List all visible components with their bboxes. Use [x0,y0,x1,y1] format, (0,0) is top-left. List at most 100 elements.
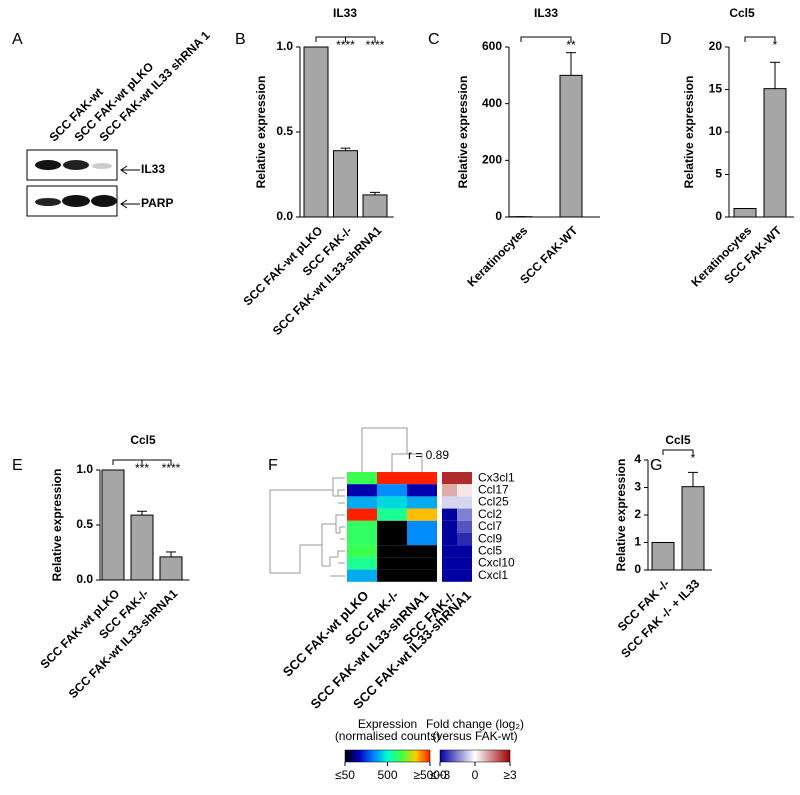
heatmap-cell [457,496,472,509]
bar [303,46,329,218]
heatmap-cell [407,533,437,546]
band-label: IL33 [141,162,165,176]
heatmap-cell [377,472,407,485]
row-label: Ccl5 [478,543,502,557]
y-tick-label: 0 [495,209,502,223]
heatmap-cell [347,508,377,521]
y-tick-label: 1.0 [76,462,93,476]
y-tick-label: 0.0 [276,209,293,223]
colorbar-title: Expression [358,717,417,731]
arrow [120,199,140,209]
heatmap-cell [407,484,437,497]
row-label: Cxcl1 [478,568,508,582]
y-tick-label: 0 [715,209,722,223]
row-label: Ccl9 [478,531,502,545]
significance: *** [135,461,149,475]
bar [333,150,358,218]
colorbar-tick-label: 0 [472,768,479,782]
chart-title: IL33 [333,6,357,20]
bar [159,556,183,581]
panel-label: G [650,457,662,474]
colorbar-tick-label: ≥5000 [413,768,447,782]
chart-title: Ccl5 [665,433,691,447]
dendrogram [361,427,423,472]
heatmap-cell [347,545,377,558]
y-tick-label: 4 [634,452,641,466]
blot-band [63,160,89,170]
y-tick-label: 600 [482,39,502,53]
heatmap-cell [442,557,457,570]
heatmap-cell [407,472,437,485]
heatmap-cell [347,496,377,509]
heatmap-cell [377,484,407,497]
heatmap-cell [347,569,377,582]
blot-band [91,195,117,207]
bar [651,542,675,571]
row-label: Cx3cl1 [478,470,515,484]
heatmap-cell [457,472,472,485]
blot-band [92,163,112,169]
significance: **** [336,38,355,52]
heatmap-cell [407,508,437,521]
y-tick-label: 1.0 [276,39,293,53]
heatmap-cell [377,569,407,582]
heatmap-cell [377,545,407,558]
colorbar [344,749,431,763]
arrow [120,165,140,175]
y-tick-label: 0 [634,562,641,576]
row-label: Ccl2 [478,507,502,521]
heatmap-cell [377,496,407,509]
y-axis-label: Relative expression [50,469,64,582]
heatmap-cell [377,557,407,570]
y-tick-label: 400 [482,96,502,110]
blot-band [35,198,61,206]
bar [130,514,154,581]
heatmap-cell [377,533,407,546]
heatmap-cell [442,569,457,582]
lane-label: SCC FAK-wt IL33 shRNA 1 [96,28,212,144]
significance-bracket [315,36,376,42]
y-tick-label: 10 [709,124,723,138]
y-tick-label: 1 [634,535,641,549]
heatmap-cell [442,520,457,533]
heatmap-cell [457,533,472,546]
colorbar-tick-label: ≤−3 [430,768,451,782]
y-tick-label: 200 [482,153,502,167]
y-tick-label: 0.5 [276,124,293,138]
row-label: Ccl25 [478,495,509,509]
heatmap-cell [407,496,437,509]
heatmap-cell [457,520,472,533]
significance-bracket [662,449,694,455]
dendrogram [269,477,345,577]
bar [101,469,125,581]
colorbar-tick-label: ≥3 [503,768,517,782]
significance: * [691,451,696,465]
colorbar-tick-label: ≤50 [335,768,355,782]
y-tick-label: 2 [634,507,641,521]
heatmap-cell [457,545,472,558]
chart-title: Ccl5 [729,6,755,20]
panel-label: E [12,457,23,474]
heatmap-cell [407,520,437,533]
panel-label: C [428,31,440,48]
bar [559,74,583,218]
heatmap-cell [347,472,377,485]
colorbar-title: (normalised counts) [335,729,440,743]
heatmap-cell [457,508,472,521]
row-label: Ccl7 [478,519,502,533]
heatmap-cell [442,496,457,509]
panel-label: D [660,31,672,48]
bar [733,208,757,218]
heatmap-cell [407,569,437,582]
heatmap-cell [377,520,407,533]
heatmap-cell [442,472,457,485]
colorbar-tick-label: 500 [377,768,397,782]
heatmap-cell [442,508,457,521]
heatmap-cell [347,557,377,570]
y-axis-label: Relative expression [682,76,696,189]
significance-bracket [744,36,776,42]
significance: **** [366,38,385,52]
colorbar-title: Fold change (log₂) [426,717,524,731]
heatmap-cell [347,484,377,497]
